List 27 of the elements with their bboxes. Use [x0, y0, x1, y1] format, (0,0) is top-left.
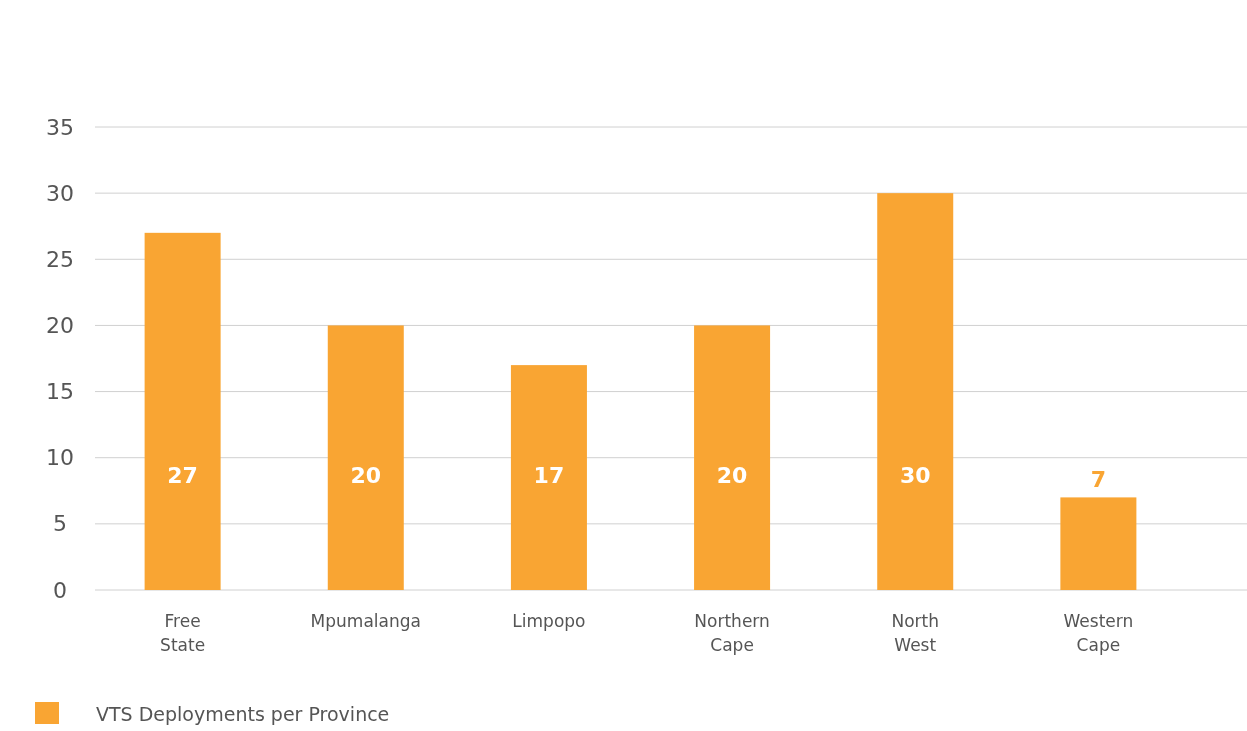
y-tick-label: 5 [53, 511, 67, 537]
data-label: 20 [716, 463, 748, 488]
y-tick-label: 35 [46, 114, 74, 140]
y-tick-label: 20 [46, 312, 74, 338]
data-label: 27 [167, 463, 198, 488]
bar [144, 232, 221, 590]
y-tick-label: 25 [46, 246, 74, 272]
x-tick-label: Western Cape [1063, 611, 1134, 655]
bar [327, 325, 404, 590]
x-tick-label: Northern Cape [694, 611, 770, 655]
x-tick-label: Free State [160, 611, 206, 655]
data-label: 17 [533, 463, 565, 488]
x-tick-label: Mpumalanga [310, 611, 421, 631]
x-tick-label: North West [891, 611, 939, 655]
data-label: 20 [350, 463, 382, 488]
bar [1060, 497, 1137, 590]
y-tick-label: 15 [46, 379, 74, 405]
data-label: 30 [899, 463, 931, 488]
data-label: 7 [1090, 467, 1107, 493]
bar [877, 193, 954, 590]
x-tick-label: Limpopo [512, 611, 586, 631]
bar [694, 325, 771, 590]
y-tick-label: 30 [46, 180, 74, 206]
bar [510, 365, 587, 590]
y-tick-label: 0 [53, 577, 67, 603]
y-tick-label: 10 [46, 445, 74, 471]
legend-label: VTS Deployments per Province [96, 703, 390, 725]
